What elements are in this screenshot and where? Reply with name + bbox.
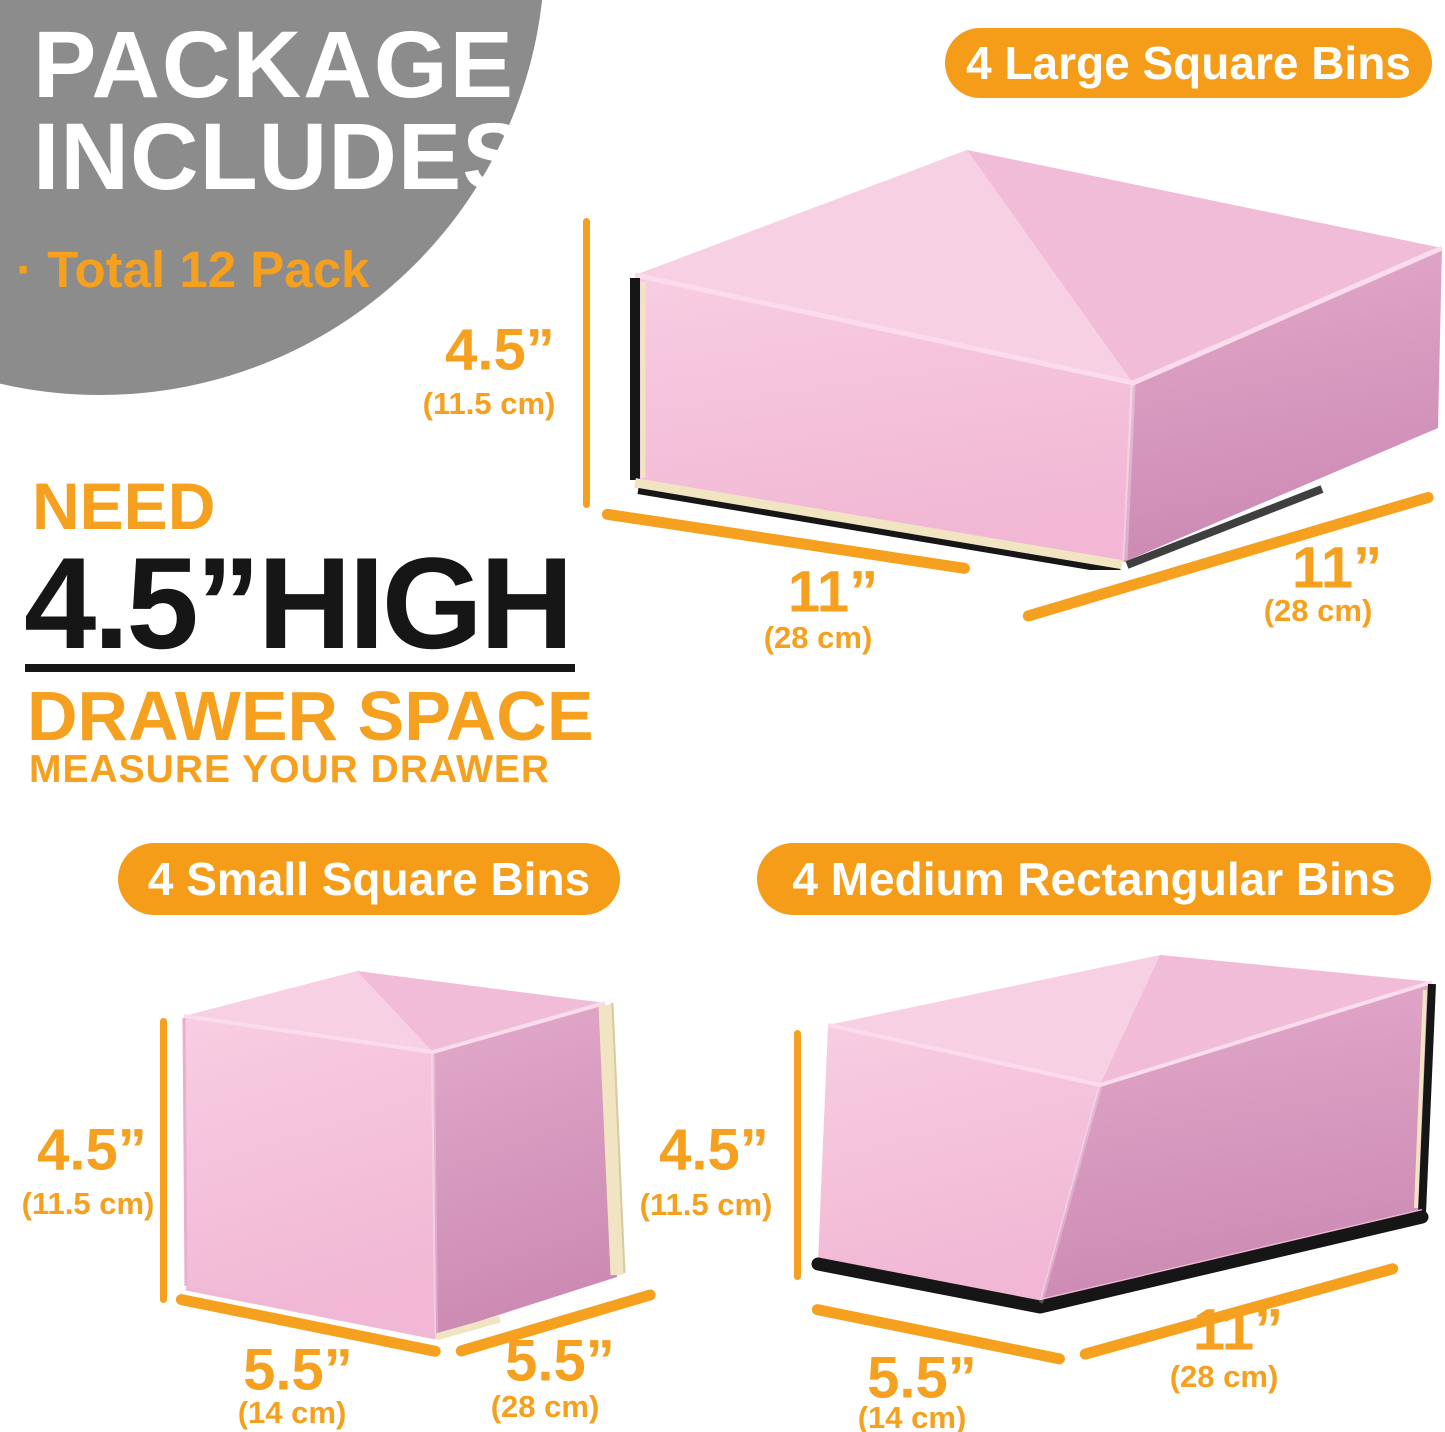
need-note-underline [25, 664, 575, 672]
small-bin-height-cm: (11.5 cm) [21, 1186, 155, 1221]
medium-bin-height-cm: (11.5 cm) [639, 1187, 773, 1222]
package-title-line2: INCLUDES [33, 104, 527, 210]
need-note-line1: NEED [32, 469, 216, 543]
large-bin-image [630, 150, 1444, 570]
medium-bin-badge: 4 Medium Rectangular Bins [757, 843, 1431, 915]
small-bin-height-inches: 4.5” [37, 1117, 147, 1183]
medium-bin-height-inches: 4.5” [659, 1117, 769, 1183]
small-bin-width-inches: 5.5” [243, 1337, 353, 1403]
package-bullet-item: · Total 12 Pack [16, 241, 370, 298]
medium-bin-width-cm: (14 cm) [857, 1400, 967, 1432]
small-bin-image [182, 971, 626, 1341]
large-bin-width-cm: (28 cm) [763, 620, 873, 655]
medium-bin-height-line [794, 1030, 801, 1280]
large-bin-badge: 4 Large Square Bins [945, 28, 1432, 98]
small-bin-badge: 4 Small Square Bins [118, 843, 620, 915]
package-title-line1: PACKAGE [33, 12, 515, 118]
medium-bin-depth-cm: (28 cm) [1169, 1359, 1279, 1394]
small-bin-height-line [160, 1018, 167, 1303]
need-note-line3: DRAWER SPACE [27, 677, 594, 755]
large-bin-depth-inches: 11” [1291, 535, 1383, 601]
large-bin-height-cm: (11.5 cm) [422, 386, 556, 421]
large-bin-width-inches: 11” [787, 559, 879, 625]
small-bin-depth-inches: 5.5” [505, 1328, 615, 1394]
large-bin-height-inches: 4.5” [445, 317, 555, 383]
large-bin-height-line [583, 218, 590, 508]
medium-bin-image [811, 955, 1436, 1314]
medium-bin-width-inches: 5.5” [867, 1345, 977, 1411]
need-note-line2: 4.5”HIGH [24, 530, 574, 676]
large-bin-depth-cm: (28 cm) [1263, 593, 1373, 628]
small-bin-width-cm: (14 cm) [237, 1395, 347, 1430]
need-note-line4: MEASURE YOUR DRAWER [29, 748, 550, 791]
medium-bin-depth-inches: 11” [1192, 1297, 1284, 1363]
small-bin-depth-cm: (28 cm) [490, 1389, 600, 1424]
